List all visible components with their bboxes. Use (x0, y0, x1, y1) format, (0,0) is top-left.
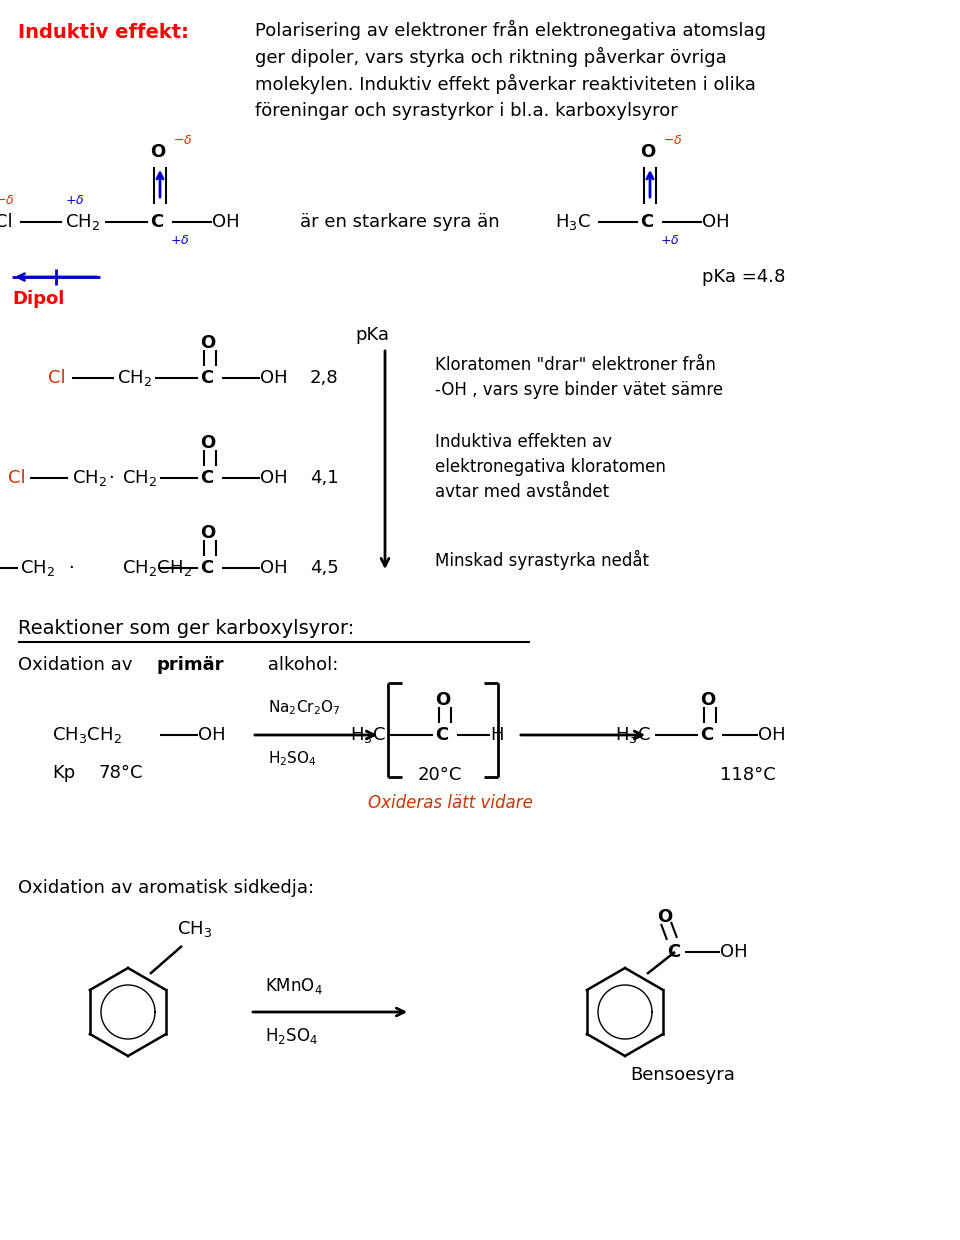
Text: $+\delta$: $+\delta$ (170, 233, 189, 247)
Text: KMnO$_4$: KMnO$_4$ (265, 976, 323, 996)
Text: O: O (200, 434, 215, 453)
Text: Oxidation av aromatisk sidkedja:: Oxidation av aromatisk sidkedja: (18, 879, 314, 897)
Text: Bensoesyra: Bensoesyra (630, 1066, 734, 1084)
Text: CH$_3$: CH$_3$ (177, 919, 212, 939)
Text: $+\delta$: $+\delta$ (660, 233, 680, 247)
Text: OH: OH (198, 725, 226, 744)
Text: elektronegativa kloratomen: elektronegativa kloratomen (435, 458, 666, 476)
Text: OH: OH (212, 213, 240, 231)
Text: pKa: pKa (355, 326, 389, 343)
Text: CH$_2$: CH$_2$ (117, 368, 152, 388)
Text: H$_3$C: H$_3$C (555, 212, 590, 232)
Text: Polarisering av elektroner från elektronegativa atomslag: Polarisering av elektroner från elektron… (255, 20, 766, 40)
Text: ·: · (108, 469, 113, 487)
Text: C: C (150, 213, 163, 231)
Text: avtar med avståndet: avtar med avståndet (435, 484, 610, 501)
Text: OH: OH (260, 469, 288, 487)
Text: 20°C: 20°C (418, 766, 463, 784)
Text: O: O (700, 691, 715, 709)
Text: 4,5: 4,5 (310, 559, 339, 577)
Text: C: C (640, 213, 653, 231)
Text: Dipol: Dipol (12, 290, 64, 308)
Text: CH$_2$: CH$_2$ (20, 558, 55, 578)
Text: CH$_3$CH$_2$: CH$_3$CH$_2$ (52, 725, 122, 745)
Text: är en starkare syra än: är en starkare syra än (300, 213, 499, 231)
Text: pKa =4.8: pKa =4.8 (702, 268, 785, 286)
Text: Oxideras lätt vidare: Oxideras lätt vidare (368, 794, 533, 812)
Text: Kp: Kp (52, 764, 75, 782)
Text: primär: primär (157, 656, 225, 675)
Text: Na$_2$Cr$_2$O$_7$: Na$_2$Cr$_2$O$_7$ (268, 698, 341, 718)
Text: Cl: Cl (48, 370, 65, 387)
Text: H$_3$C: H$_3$C (350, 725, 386, 745)
Text: Kloratomen "drar" elektroner från: Kloratomen "drar" elektroner från (435, 356, 716, 374)
Text: $-\delta$: $-\delta$ (0, 193, 14, 207)
Text: C: C (200, 559, 213, 577)
Text: H$_2$SO$_4$: H$_2$SO$_4$ (265, 1025, 318, 1047)
Text: 4,1: 4,1 (310, 469, 339, 487)
Text: alkohol:: alkohol: (262, 656, 338, 675)
Text: C: C (200, 469, 213, 487)
Text: ·: · (68, 559, 74, 577)
Text: O: O (657, 908, 672, 926)
Text: $+\delta$: $+\delta$ (65, 193, 84, 207)
Text: $-\delta$: $-\delta$ (173, 134, 193, 146)
Text: -OH , vars syre binder vätet sämre: -OH , vars syre binder vätet sämre (435, 381, 723, 399)
Text: 118°C: 118°C (720, 766, 776, 784)
Text: molekylen. Induktiv effekt påverkar reaktiviteten i olika: molekylen. Induktiv effekt påverkar reak… (255, 74, 756, 94)
Text: C: C (700, 725, 713, 744)
Text: Cl: Cl (8, 469, 26, 487)
Text: ger dipoler, vars styrka och riktning påverkar övriga: ger dipoler, vars styrka och riktning på… (255, 47, 727, 67)
Text: OH: OH (260, 370, 288, 387)
Text: CH$_2$: CH$_2$ (122, 467, 157, 489)
Text: O: O (150, 143, 165, 161)
Text: föreningar och syrastyrkor i bl.a. karboxylsyror: föreningar och syrastyrkor i bl.a. karbo… (255, 102, 678, 120)
Text: 78°C: 78°C (98, 764, 142, 782)
Text: Induktiv effekt:: Induktiv effekt: (18, 22, 189, 41)
Text: CH$_2$CH$_2$: CH$_2$CH$_2$ (122, 558, 192, 578)
Text: O: O (640, 143, 656, 161)
Text: CH$_2$: CH$_2$ (65, 212, 100, 232)
Text: CH$_2$: CH$_2$ (72, 467, 107, 489)
Text: H$_2$SO$_4$: H$_2$SO$_4$ (268, 750, 317, 769)
Text: Induktiva effekten av: Induktiva effekten av (435, 433, 612, 451)
Text: C: C (667, 942, 681, 961)
Text: O: O (200, 525, 215, 542)
Text: O: O (435, 691, 450, 709)
Text: H: H (490, 725, 503, 744)
Text: C: C (200, 370, 213, 387)
Text: O: O (200, 334, 215, 352)
Text: OH: OH (260, 559, 288, 577)
Text: OH: OH (720, 942, 748, 961)
Text: C: C (435, 725, 448, 744)
Text: Oxidation av: Oxidation av (18, 656, 138, 675)
Text: H$_3$C: H$_3$C (615, 725, 651, 745)
Text: Reaktioner som ger karboxylsyror:: Reaktioner som ger karboxylsyror: (18, 619, 354, 637)
Text: $-\delta$: $-\delta$ (663, 134, 683, 146)
Text: Cl: Cl (0, 213, 12, 231)
Text: OH: OH (758, 725, 785, 744)
Text: Minskad syrastyrka nedåt: Minskad syrastyrka nedåt (435, 551, 649, 570)
Text: OH: OH (702, 213, 730, 231)
Text: 2,8: 2,8 (310, 370, 339, 387)
